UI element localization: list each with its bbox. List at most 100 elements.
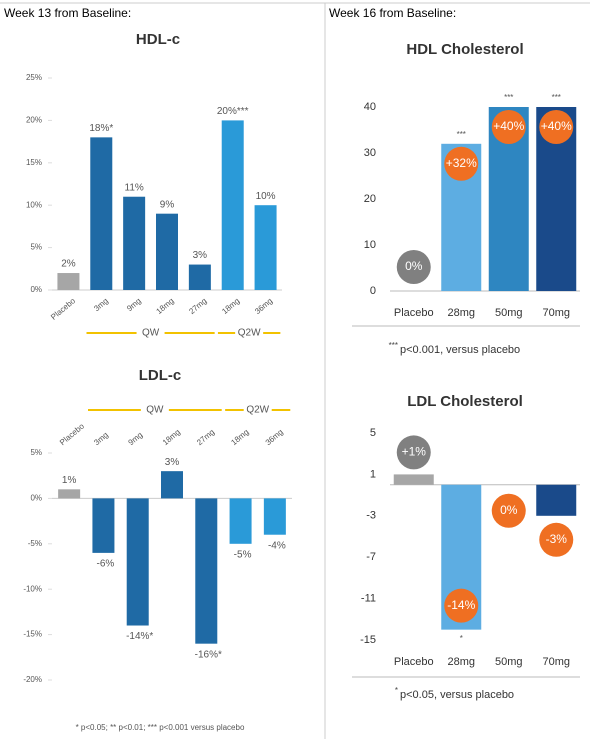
value-badge — [396, 250, 431, 284]
group-label-bg — [235, 326, 264, 340]
y-tick-label: 1 — [370, 468, 376, 480]
bar — [92, 498, 115, 553]
bar — [393, 474, 434, 485]
bar — [126, 498, 149, 626]
y-tick-label: 0% — [30, 494, 42, 503]
x-tick-label: Placebo — [49, 296, 77, 322]
x-tick-label: Placebo — [58, 421, 86, 447]
x-tick-label: 9mg — [125, 296, 143, 313]
value-label: -16%* — [195, 649, 222, 660]
y-tick-label: 5 — [370, 427, 376, 439]
x-tick-label: 9mg — [127, 430, 145, 447]
y-tick-label: 10% — [26, 200, 42, 209]
significance: *** — [457, 130, 466, 139]
value-badge — [491, 493, 526, 528]
bar — [156, 213, 178, 290]
x-tick-label: 36mg — [264, 427, 285, 447]
group-label: Q2W — [246, 405, 269, 416]
y-tick-label: 5% — [30, 448, 42, 457]
x-tick-label: 70mg — [542, 656, 570, 668]
significance: *** — [504, 93, 513, 102]
x-tick-label: 18mg — [220, 296, 241, 316]
value-badge — [444, 146, 479, 181]
value-label: -3% — [546, 532, 568, 546]
x-tick-label: Placebo — [394, 307, 434, 319]
value-label: 1% — [62, 475, 77, 486]
group-label: QW — [146, 405, 164, 416]
group-label-bg — [243, 403, 272, 417]
value-label: 10% — [256, 191, 276, 202]
value-badge — [491, 110, 526, 144]
note-mark: * — [395, 686, 398, 695]
bar — [229, 498, 252, 544]
y-tick-label: -11 — [361, 593, 376, 605]
bar — [58, 489, 81, 499]
value-label: 20%*** — [217, 106, 249, 117]
y-tick-label: -20% — [23, 675, 42, 684]
value-label: -14%* — [126, 631, 153, 642]
value-label: 9% — [160, 199, 175, 210]
value-label: 2% — [61, 259, 76, 270]
bar — [161, 471, 183, 499]
group-label-bg — [136, 326, 165, 340]
x-tick-label: 18mg — [161, 427, 182, 447]
bar — [90, 137, 113, 290]
footnote: * p<0.05; ** p<0.01; *** p<0.001 versus … — [76, 723, 245, 732]
x-tick-label: 3mg — [92, 430, 110, 447]
value-label: -4% — [268, 540, 286, 551]
value-label: 18%* — [89, 123, 113, 134]
value-badge — [396, 435, 431, 470]
bar — [221, 120, 244, 291]
value-badge — [444, 588, 479, 623]
value-label: 0% — [405, 259, 423, 273]
value-label: -6% — [97, 559, 115, 570]
y-tick-label: -3 — [366, 510, 376, 522]
y-tick-label: 0% — [30, 285, 42, 294]
y-tick-label: -15 — [360, 634, 376, 646]
x-tick-label: 28mg — [447, 656, 475, 668]
value-label: +1% — [402, 445, 427, 459]
value-label: +40% — [493, 119, 524, 133]
y-tick-label: 20 — [364, 193, 376, 205]
y-tick-label: -5% — [28, 539, 42, 548]
bar — [57, 273, 80, 290]
value-label: 3% — [193, 250, 208, 261]
value-badge — [539, 522, 574, 557]
y-tick-label: -7 — [366, 551, 376, 563]
x-tick-label: 18mg — [229, 427, 250, 447]
value-label: 0% — [500, 503, 518, 517]
footnote: p<0.001, versus placebo — [400, 344, 520, 356]
group-label: QW — [142, 328, 160, 339]
note-mark: *** — [389, 341, 398, 350]
value-label: +40% — [541, 119, 572, 133]
x-tick-label: 27mg — [195, 427, 216, 447]
header: Week 16 from Baseline: — [329, 6, 456, 20]
y-tick-label: 0 — [370, 285, 376, 297]
value-label: -5% — [234, 549, 252, 560]
x-tick-label: 36mg — [253, 296, 274, 316]
header: Week 13 from Baseline: — [4, 6, 131, 20]
x-tick-label: 27mg — [187, 296, 208, 316]
x-tick-label: Placebo — [394, 656, 434, 668]
x-tick-label: 28mg — [447, 307, 475, 319]
bar — [188, 264, 211, 290]
chart-title: LDL Cholesterol — [407, 393, 523, 410]
x-tick-label: 50mg — [495, 307, 523, 319]
y-tick-label: -10% — [23, 584, 42, 593]
bar — [536, 484, 577, 516]
value-label: -14% — [447, 598, 475, 612]
y-tick-label: 5% — [30, 243, 42, 252]
bar — [195, 498, 218, 644]
y-tick-label: 40 — [364, 101, 376, 113]
chart-title: HDL-c — [136, 31, 180, 48]
bar — [123, 196, 146, 290]
y-tick-label: 20% — [26, 116, 42, 125]
x-tick-label: 50mg — [495, 656, 523, 668]
bar — [263, 498, 286, 535]
y-tick-label: -15% — [23, 630, 42, 639]
group-label: Q2W — [238, 328, 261, 339]
value-label: 11% — [125, 182, 144, 193]
footnote: p<0.05, versus placebo — [400, 689, 514, 701]
x-tick-label: 18mg — [155, 296, 176, 316]
